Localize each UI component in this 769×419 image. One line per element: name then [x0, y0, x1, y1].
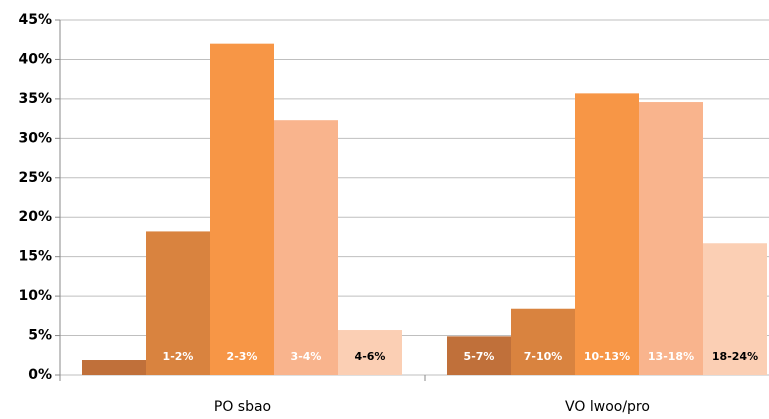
- bar: [447, 336, 511, 375]
- bar-label: 18-24%: [712, 350, 758, 363]
- y-tick-label: 15%: [18, 249, 52, 265]
- bar-label: 2-3%: [227, 350, 258, 363]
- y-tick-label: 10%: [18, 288, 52, 304]
- y-tick-label: 30%: [18, 130, 52, 146]
- x-tick-label: PO sbao: [214, 399, 271, 415]
- bar: [274, 120, 338, 375]
- bar-label: 1-2%: [163, 350, 194, 363]
- y-tick-label: 0%: [28, 367, 52, 383]
- bar: [82, 360, 146, 375]
- bar: [210, 43, 274, 376]
- y-tick-label: 35%: [18, 91, 52, 107]
- bar-label: 3-4%: [291, 350, 322, 363]
- bar-label: 4-6%: [355, 350, 386, 363]
- y-tick-label: 40%: [18, 51, 52, 67]
- bar: [703, 243, 767, 375]
- bar-label: 13-18%: [648, 350, 694, 363]
- bar: [146, 231, 210, 375]
- bar-label: 10-13%: [584, 350, 630, 363]
- y-tick-label: 20%: [18, 209, 52, 225]
- x-tick-label: VO lwoo/pro: [565, 399, 650, 415]
- y-tick-label: 25%: [18, 170, 52, 186]
- y-tick-label: 45%: [18, 12, 52, 28]
- y-tick-label: 5%: [28, 328, 52, 344]
- bar-label: 5-7%: [464, 350, 495, 363]
- bar: [511, 308, 575, 375]
- bar-label: 7-10%: [524, 350, 563, 363]
- bar: [338, 330, 402, 375]
- bar: [639, 102, 703, 376]
- bar: [575, 93, 639, 375]
